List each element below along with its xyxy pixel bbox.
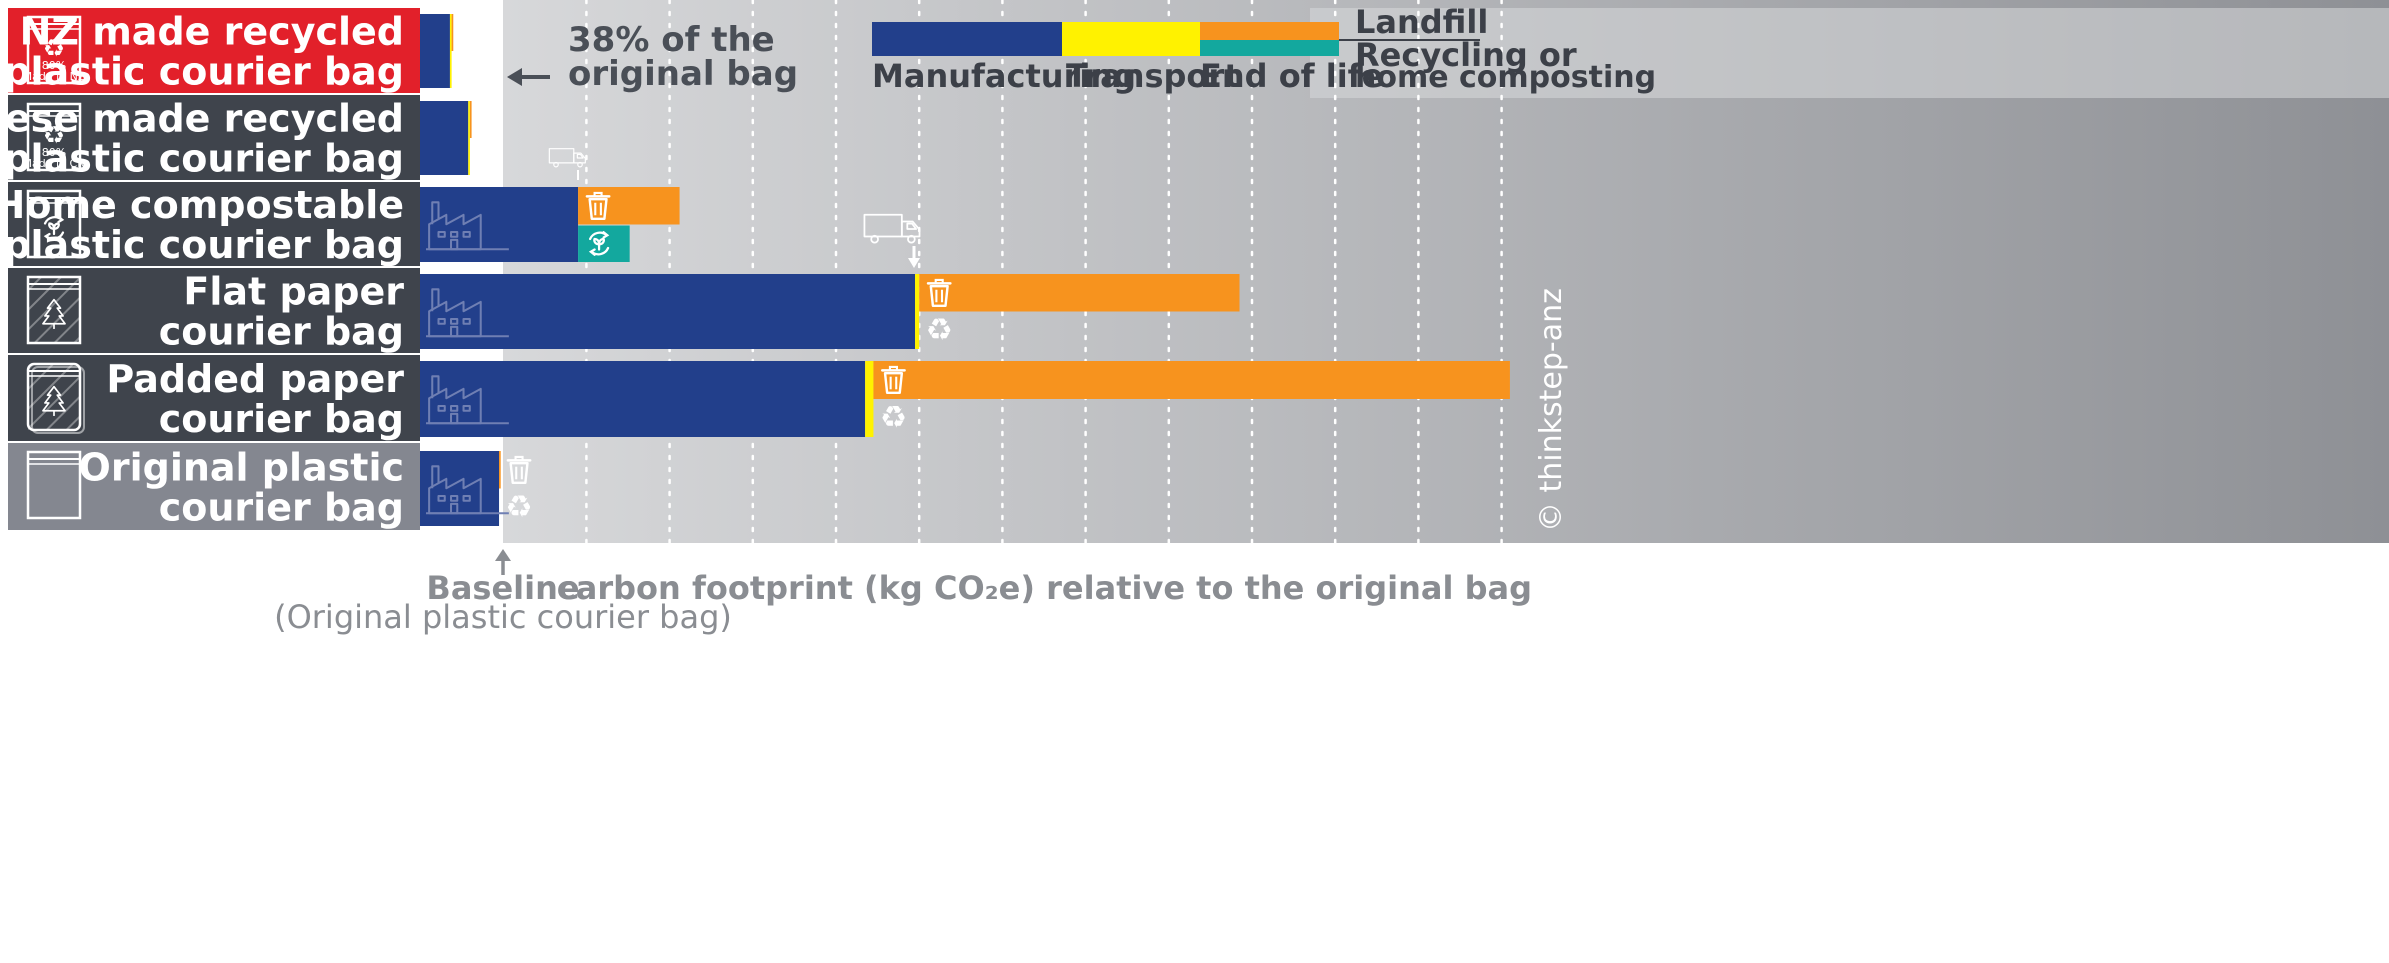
baseline-sublabel: (Original plastic courier bag) [274,598,732,636]
bar-transport [468,101,470,175]
x-tick-label: 11x [1303,540,1369,578]
x-tick-labels: 2x 3x 4x 5x 6x 7x 8x 9x 10x 11x 12x 13x [565,540,1535,578]
x-tick-label: 10x [1219,540,1285,578]
x-tick-label: 5x [815,540,858,578]
x-tick-label: 12x [1386,540,1452,578]
category-label-line2: courier bag [159,310,404,354]
bar-manufacturing [420,187,579,262]
x-tick-label: 9x [1147,540,1190,578]
bar-recycling [578,225,630,262]
package-origin: Made in NZ [23,70,86,83]
category-label-line2: courier bag [159,486,404,530]
bars [420,14,1510,526]
x-axis-label: carbon footprint (kg CO₂e) relative to t… [557,569,1532,607]
arrow-note-line2: original bag [568,54,798,94]
package-icon: 80%Made in NZ [23,15,86,85]
bar-landfill [499,451,501,489]
row-background [8,95,420,180]
bar-transport [865,361,874,437]
legend-backdrop [1310,8,2389,98]
bar-manufacturing [420,14,450,88]
legend-swatch-recycling [1200,40,1339,56]
category-label-line1: Original plastic [79,446,404,490]
bar-landfill [451,14,454,51]
category-label-line1: NZ made recycled [20,10,404,54]
legend-label-end-of-life: End of life [1200,57,1383,95]
bar-transport [915,274,920,349]
bar-landfill [919,274,1240,312]
bar-landfill [469,101,472,138]
recycle-icon [476,140,504,172]
bar-manufacturing [420,274,916,349]
recycle-icon [505,490,533,523]
legend-label-recycling-2: home composting [1355,60,1656,95]
x-tick-label: 3x [648,540,691,578]
category-label-line1: Flat paper [183,270,404,314]
recycle-icon [925,313,953,346]
baseline-label: Baseline [426,569,579,607]
package-icon [26,450,82,520]
package-percent: 80% [42,59,66,72]
category-label-line1: Padded paper [106,357,404,401]
truck-arrow-head [908,258,920,268]
package-percent: 80% [42,146,66,159]
recycle-icon [457,53,486,85]
x-tick-label: 13x [1469,540,1535,578]
x-axis-annotations: Baseline (Original plastic courier bag) … [274,549,1532,636]
package-icon [26,362,85,434]
category-label-line2: plastic courier bag [3,50,404,94]
package-icon: 80%Made in CN [23,102,86,172]
bar-landfill [873,361,1510,399]
arrow-up-head [495,549,511,561]
x-tick-label: 7x [981,540,1024,578]
package-origin: Made in CN [23,157,86,170]
legend-swatch-landfill [1200,22,1339,40]
legend-label-transport: Transport [1066,57,1239,95]
legend-swatch-manufacturing [872,22,1062,56]
row-background [8,443,420,530]
bar-manufacturing [420,451,500,526]
category-label-line2: plastic courier bag [3,223,404,267]
row-background [8,8,420,93]
category-label-line2: courier bag [159,397,404,441]
legend-label-landfill: Landfill [1355,3,1488,41]
x-tick-label: 8x [1064,540,1107,578]
x-tick-label: 4x [731,540,774,578]
bar-manufacturing [420,361,866,437]
legend-swatch-transport [1062,22,1200,56]
bar-transport [449,14,452,88]
bar-manufacturing [420,101,469,175]
legend: Manufacturing Transport End of life Land… [872,3,1656,95]
row-background [8,182,420,266]
arrow-note: 38% of the original bag [507,20,798,94]
arrow-left-head [507,68,522,86]
category-label-line2: plastic courier bag [3,137,404,181]
legend-label-manufacturing: Manufacturing [872,57,1136,95]
legend-label-recycling-1: Recycling or [1355,36,1577,74]
bar-icons [426,18,953,523]
arrow-note-line1: 38% of the [568,20,775,60]
package-icon [26,189,82,259]
recycle-icon [879,401,908,433]
x-tick-label: 6x [898,540,941,578]
x-tick-label: 2x [565,540,608,578]
package-icon [26,275,82,345]
credit-watermark: © thinkstep-anz [1534,288,1569,532]
